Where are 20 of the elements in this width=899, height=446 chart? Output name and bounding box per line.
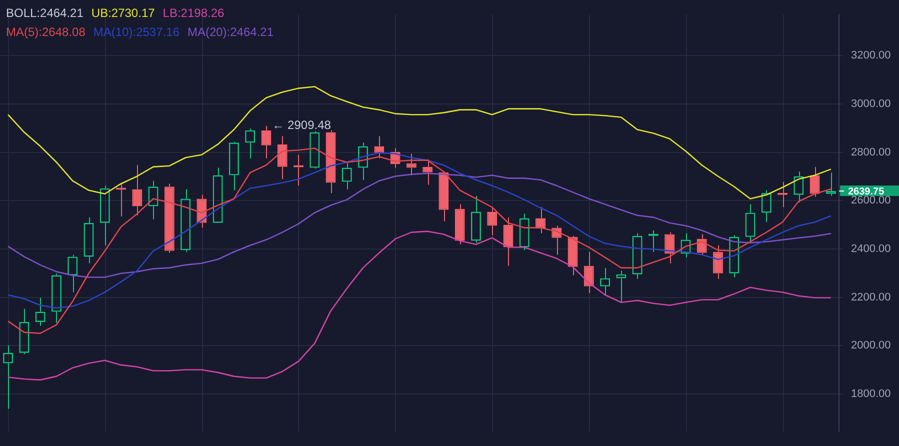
candlestick [277, 136, 288, 180]
text: 2639.75 [848, 186, 885, 198]
y-tick-label: 2600.00 [851, 194, 891, 207]
y-tick-label: 2000.00 [851, 340, 891, 352]
annotation: BOLL:2464.21 [6, 6, 84, 20]
y-tick-label: 2400.00 [851, 243, 891, 256]
annotation: ← 2909.48 [272, 118, 332, 132]
candlestick [164, 183, 174, 254]
text: UB:2730.17 [91, 6, 155, 20]
text: MA(10):2537.16 [93, 25, 180, 39]
y-tick-label: 1800.00 [851, 388, 891, 400]
candlestick [132, 164, 142, 216]
candlestick [326, 130, 336, 194]
y-tick-label: 3000.00 [851, 98, 891, 110]
text: LB:2198.26 [162, 6, 224, 20]
y-tick-label: 3200.00 [851, 50, 891, 62]
text: MA(5):2648.08 [6, 25, 86, 39]
y-tick-label: 2800.00 [851, 146, 891, 158]
text: MA(20):2464.21 [187, 25, 274, 39]
y-tick-label: 2200.00 [851, 291, 891, 304]
